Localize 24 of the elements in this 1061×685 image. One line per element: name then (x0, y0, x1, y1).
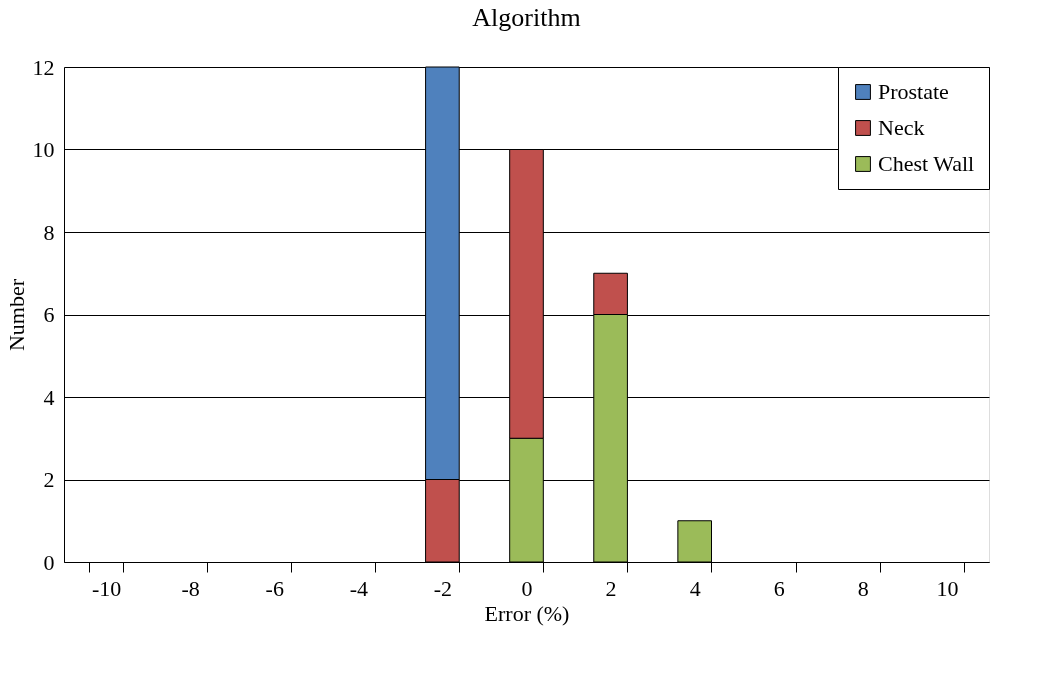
x-tick-label: 6 (773, 575, 785, 601)
y-tick-label: 10 (32, 137, 55, 162)
y-tick-label: 6 (43, 302, 55, 327)
x-tick-label: 8 (857, 575, 869, 601)
x-tick-label: 4 (689, 575, 701, 601)
x-tick-label: -10 (91, 575, 122, 601)
y-tick-label: 12 (32, 54, 55, 80)
x-axis-title: Error (%) (484, 600, 570, 626)
x-tick-label: 0 (521, 575, 533, 601)
y-tick-label: 4 (43, 384, 55, 410)
legend-label: Neck (878, 115, 925, 140)
x-tick-label: 2 (605, 575, 617, 601)
x-tick-label: -2 (433, 575, 453, 601)
y-axis-title: Number (3, 278, 29, 352)
x-tick-label: -6 (265, 575, 284, 601)
y-tick-label: 8 (43, 219, 55, 245)
y-tick-label: 0 (43, 549, 55, 575)
x-tick-label: -4 (349, 575, 368, 601)
y-tick-label: 2 (43, 467, 55, 492)
x-tick-label: 10 (936, 575, 959, 601)
x-tick-label: -8 (181, 575, 200, 601)
chart-title: Algorithm (472, 3, 581, 32)
legend-label: Prostate (878, 79, 949, 104)
legend-label: Chest Wall (878, 151, 975, 176)
